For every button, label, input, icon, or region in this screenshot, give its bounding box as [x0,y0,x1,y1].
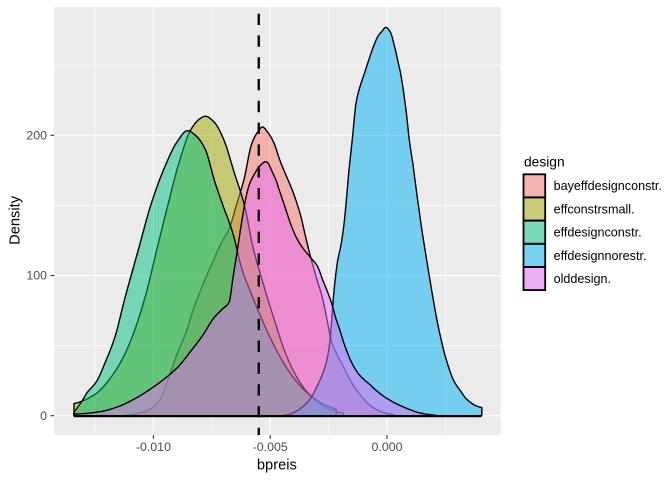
svg-text:effconstrsmall.: effconstrsmall. [554,202,635,216]
svg-text:effdesignnorestr.: effdesignnorestr. [554,249,647,263]
svg-text:bpreis: bpreis [257,457,297,473]
svg-text:0.000: 0.000 [371,440,402,454]
svg-text:olddesign.: olddesign. [554,272,611,286]
svg-text:design: design [524,155,565,170]
svg-text:-0.010: -0.010 [136,440,171,454]
svg-text:-0.005: -0.005 [253,440,288,454]
svg-text:effdesignconstr.: effdesignconstr. [554,226,642,240]
svg-text:0: 0 [40,409,47,423]
svg-text:Density: Density [7,195,23,245]
svg-text:200: 200 [26,129,47,143]
svg-text:100: 100 [26,269,47,283]
svg-text:bayeffdesignconstr.: bayeffdesignconstr. [554,179,662,193]
